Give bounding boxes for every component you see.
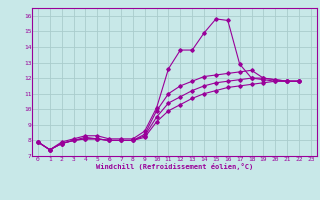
X-axis label: Windchill (Refroidissement éolien,°C): Windchill (Refroidissement éolien,°C) bbox=[96, 163, 253, 170]
